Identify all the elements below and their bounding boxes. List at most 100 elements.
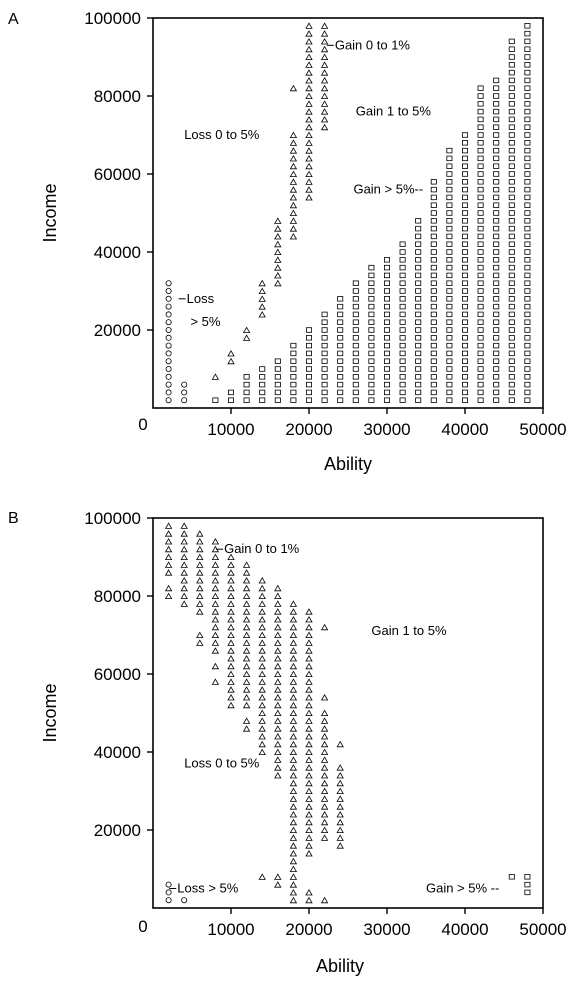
square-marker [368,381,375,388]
square-marker [415,257,422,263]
square-marker [461,186,468,193]
triangle-marker [196,600,204,607]
triangle-marker [320,45,329,53]
square-marker [524,303,531,310]
region-annotation: Gain > 5%-- [353,182,423,197]
square-marker [430,241,437,247]
triangle-marker [258,709,266,716]
square-marker [461,366,468,372]
triangle-marker [305,623,313,631]
triangle-marker [289,795,298,802]
square-marker [337,374,344,380]
square-marker [290,342,297,349]
square-marker [321,335,328,341]
square-marker [524,327,531,333]
triangle-marker [305,154,313,162]
square-marker [430,288,437,294]
triangle-marker [211,537,220,545]
triangle-marker [289,209,298,217]
square-marker [274,397,281,403]
square-marker [524,132,531,138]
triangle-marker [180,545,188,553]
square-marker [493,77,500,84]
square-marker [430,311,437,318]
triangle-marker [320,756,329,763]
x-tick-label: 50000 [519,420,566,439]
triangle-marker [180,576,188,584]
triangle-marker [196,631,204,638]
square-marker [383,264,390,271]
x-tick-label: 40000 [441,920,488,939]
circle-marker [165,342,172,349]
square-marker [493,108,500,115]
panel-b-plot-frame [152,517,544,909]
y-tick-label: 20000 [94,321,141,340]
triangle-marker [289,162,298,170]
triangle-marker [289,693,298,701]
panel-b-annotations: Gain 0 to 1% Gain 1 to 5% Loss 0 to 5% Loss… [169,541,499,896]
square-marker [337,358,344,364]
square-marker [508,108,515,115]
square-marker [352,358,359,364]
triangle-marker [289,826,298,833]
square-marker [477,249,484,255]
triangle-marker [305,756,313,763]
triangle-marker [164,537,173,545]
triangle-marker [289,647,298,654]
square-marker [508,116,515,123]
square-marker [524,218,531,224]
square-marker [508,85,515,91]
circle-marker [165,389,172,396]
triangle-marker [164,522,173,529]
triangle-marker [289,170,298,178]
square-marker [524,397,531,403]
square-marker [446,171,453,177]
square-marker [352,303,359,310]
square-marker [368,350,375,357]
square-marker [461,225,468,232]
square-marker [524,389,531,396]
triangle-marker [305,647,313,654]
triangle-marker [289,865,298,872]
square-marker [524,46,531,52]
triangle-marker [258,631,266,638]
triangle-marker [242,631,251,638]
square-marker [477,218,484,224]
circle-marker [181,389,188,396]
triangle-marker [289,662,298,670]
triangle-marker [211,608,220,615]
square-marker [508,101,515,107]
panel-a-y-axis-label: Income [40,183,60,242]
region-annotation: Loss > 5% [177,881,239,896]
triangle-marker [274,217,282,224]
region-annotation: > 5% [190,314,220,329]
square-marker [524,186,531,193]
panel-a-annotations: Gain 0 to 1% Gain 1 to 5% Loss 0 to 5% Gain… [178,37,431,329]
square-marker [430,319,437,325]
square-marker [415,389,422,396]
square-marker [352,342,359,349]
triangle-marker [196,569,204,576]
triangle-marker [289,779,298,787]
square-marker [430,194,437,201]
square-marker [430,366,437,372]
square-marker [430,233,437,240]
square-marker [446,397,453,403]
triangle-marker [305,178,313,185]
triangle-marker [274,256,282,263]
triangle-marker [274,662,282,670]
triangle-marker [289,818,298,826]
triangle-marker [320,764,329,771]
triangle-marker [258,287,266,295]
triangle-marker [305,92,313,99]
square-marker [446,264,453,271]
square-marker [399,296,406,302]
square-marker [493,366,500,372]
triangle-marker [305,53,313,60]
triangle-marker [336,787,344,794]
square-marker [305,327,312,333]
triangle-marker [258,873,266,880]
square-marker [508,358,515,364]
circle-marker [181,897,188,904]
triangle-marker [274,608,282,615]
